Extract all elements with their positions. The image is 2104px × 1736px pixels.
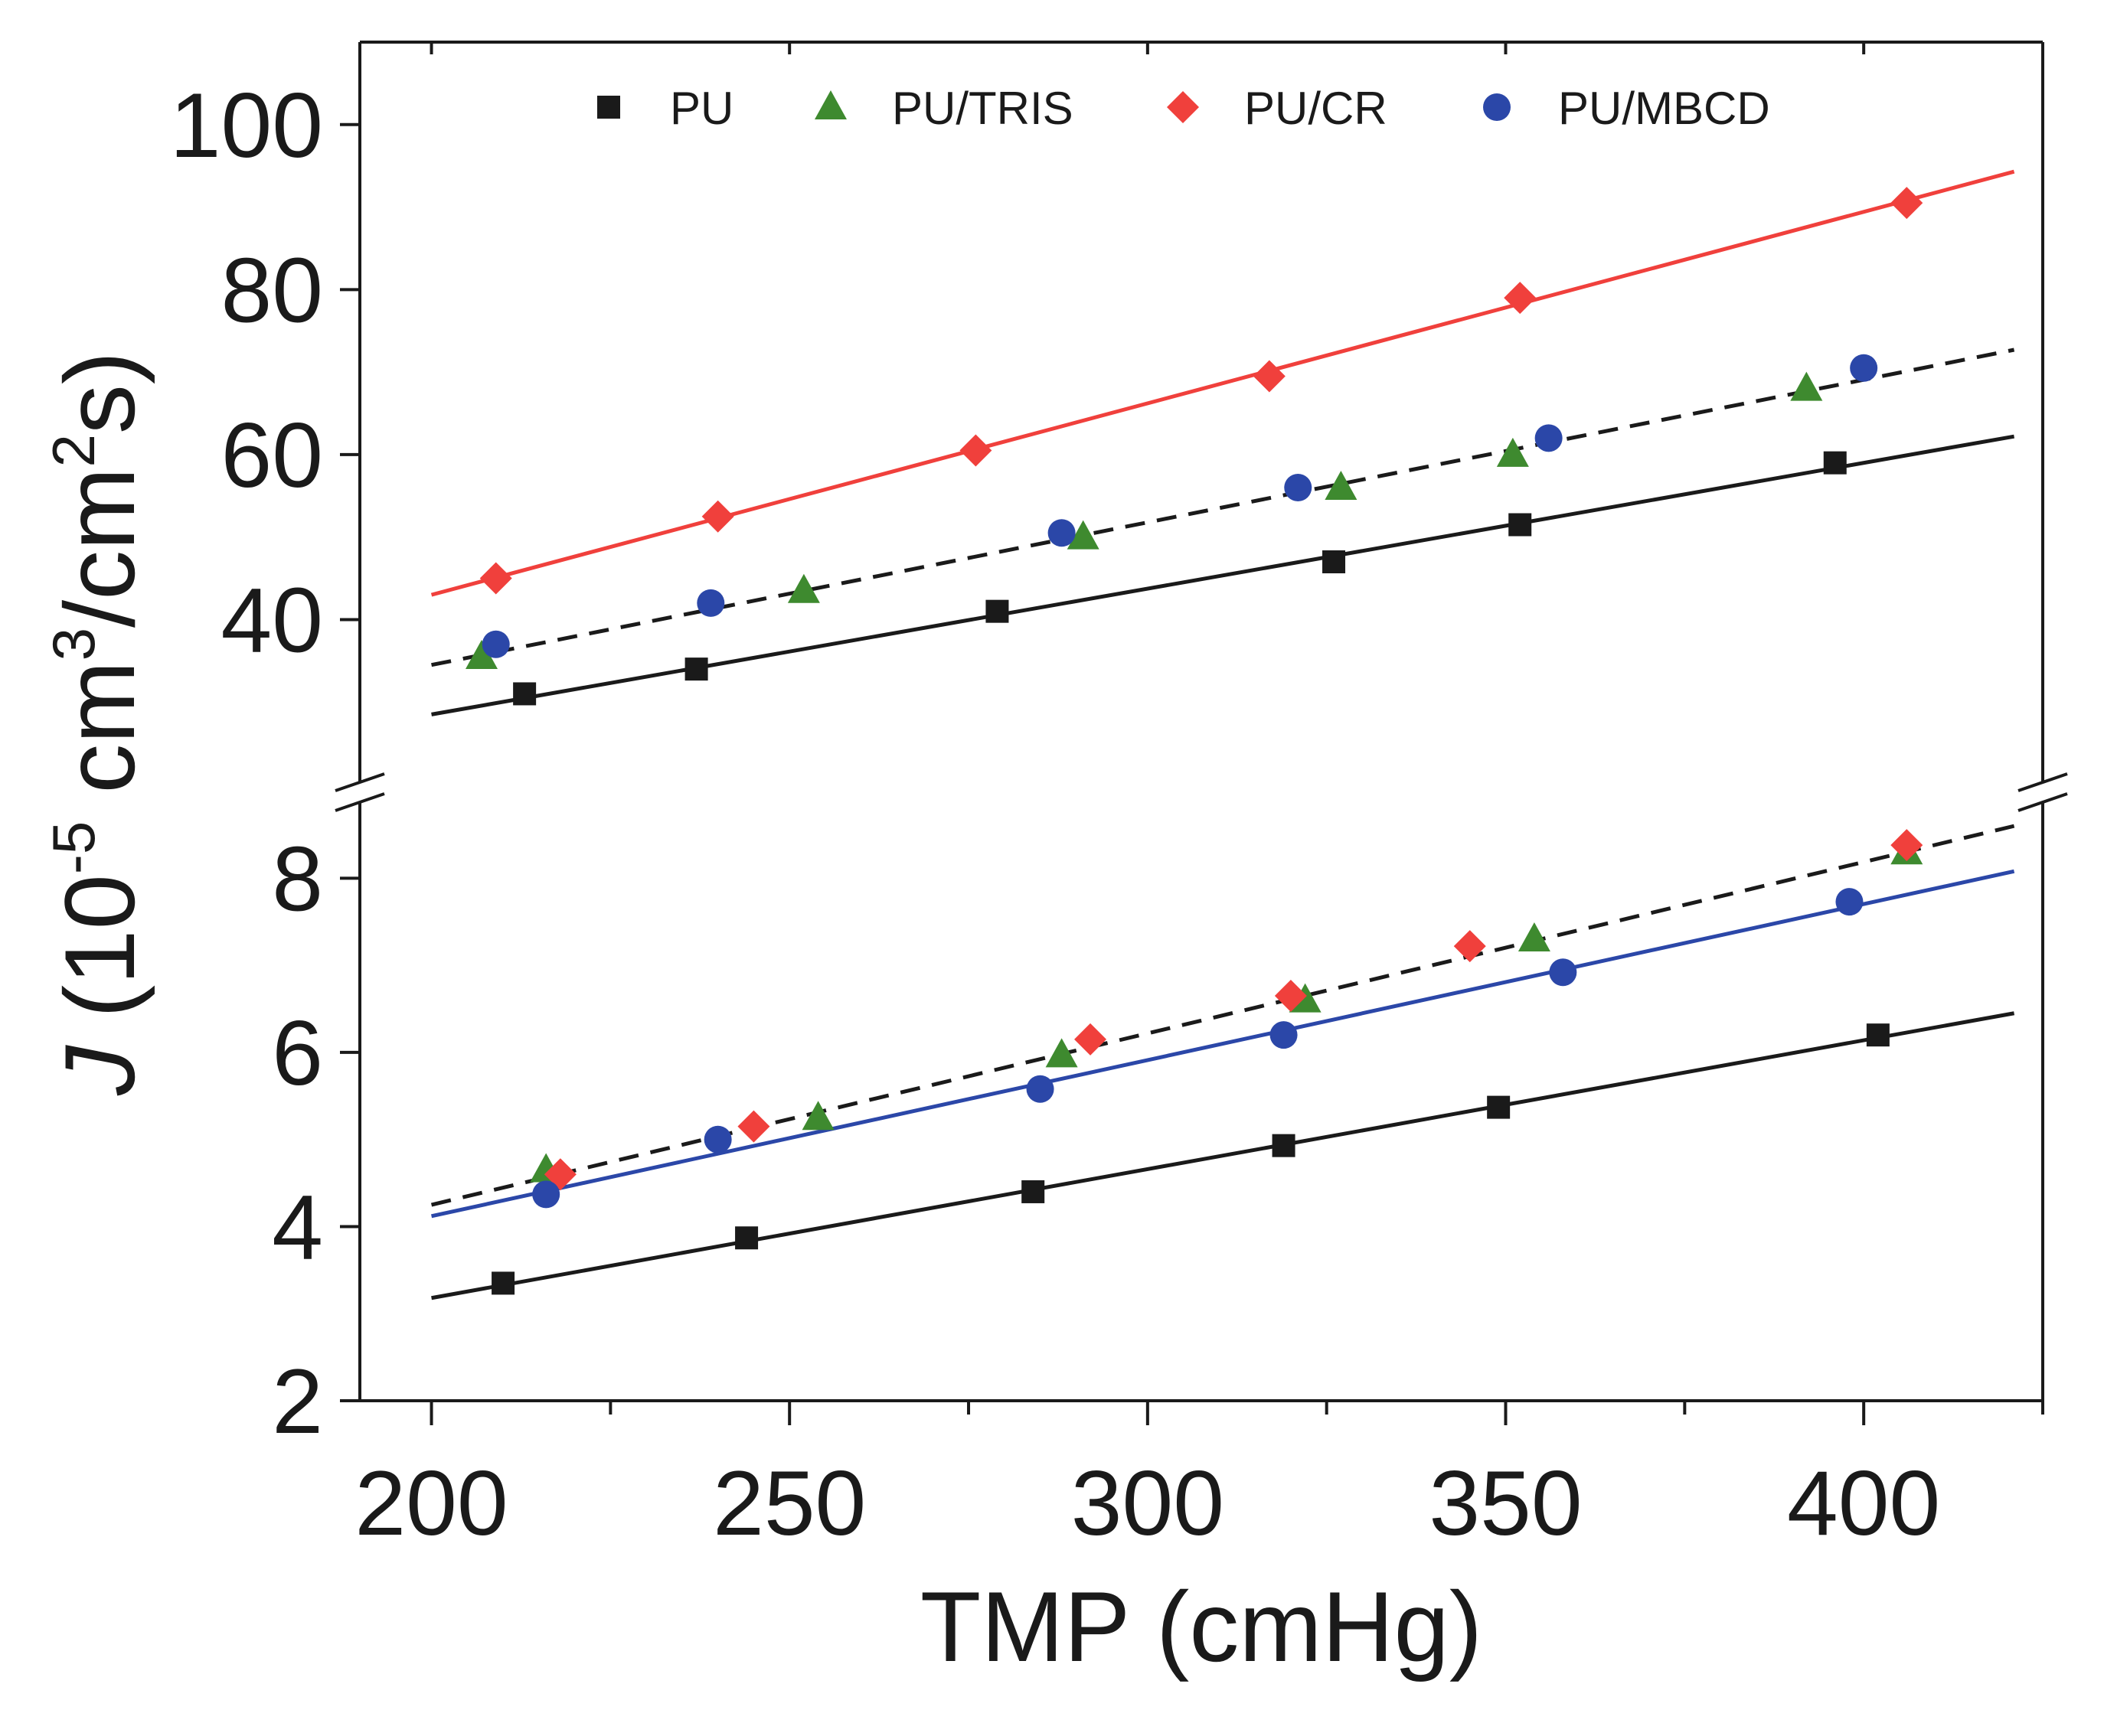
pu-upper-point: [1508, 513, 1532, 537]
pu-upper-point: [684, 658, 708, 681]
pu-tris-lower-point: [1045, 1038, 1078, 1068]
fit-line: [430, 169, 2015, 597]
fit-lines: [430, 169, 2015, 1300]
pu-lower-point: [1021, 1180, 1045, 1203]
pu-mbcd-lower-point: [1026, 1075, 1054, 1103]
pu-cr-lower-point: [1274, 979, 1307, 1012]
y-tick-label: 4: [272, 1176, 323, 1278]
fit-line: [431, 348, 2015, 667]
left-axis-break-mark: [335, 792, 385, 812]
y-tick-label: 80: [221, 239, 323, 341]
pu-tris-upper-point: [466, 639, 498, 669]
y-axis-title-part: /cm: [44, 468, 155, 628]
pu-cr-lower-point: [1074, 1023, 1107, 1056]
pu-mbcd-lower-point: [1269, 1021, 1298, 1049]
fit-line: [431, 1011, 2015, 1300]
pu-mbcd-upper-point: [482, 630, 510, 658]
pu-tris-lower-point: [1518, 922, 1550, 952]
pu-cr-upper-point: [1253, 360, 1286, 393]
x-tick-label: 200: [354, 1452, 508, 1555]
pu-mbcd-upper-point: [1534, 424, 1563, 452]
pu-tris-upper-point: [787, 573, 820, 603]
fit-line: [430, 824, 2015, 1207]
legend: PU PU/TRIS PU/CR PU/MBCD: [597, 83, 1770, 134]
y-axis-symbol: J: [44, 1044, 155, 1096]
y-axis-title-part: s): [44, 351, 155, 434]
x-axis-title: TMP (cmHg): [920, 1571, 1482, 1682]
y-axis-title-part: (10: [44, 874, 155, 1046]
left-axis-break-mark: [335, 772, 385, 792]
plot-frame: [335, 41, 2068, 1402]
pu-tris-upper-point: [1790, 371, 1823, 401]
legend-marker-pu-cr: [1167, 91, 1199, 123]
legend-label-pu: PU: [670, 83, 733, 134]
y-axis-exponent: 3: [40, 628, 107, 661]
y-axis-exponent: 2: [40, 434, 107, 467]
y-tick-label: 2: [272, 1350, 323, 1453]
pu-mbcd-upper-point: [1284, 474, 1312, 501]
pu-upper-point: [985, 599, 1009, 623]
pu-cr-lower-point: [1453, 930, 1486, 963]
legend-label-pu-mbcd: PU/MBCD: [1558, 83, 1770, 134]
pu-mbcd-upper-point: [1047, 519, 1076, 547]
legend-label-pu-tris: PU/TRIS: [892, 83, 1073, 134]
pu-upper-point: [1823, 451, 1847, 475]
pu-mbcd-upper-point: [1850, 354, 1878, 382]
pu-cr-upper-point: [701, 500, 734, 533]
pu-upper-point: [513, 682, 537, 706]
pu-cr-lower-point: [737, 1110, 770, 1143]
y-axis-title-part: cm: [44, 661, 155, 821]
pu-cr-upper-point: [1890, 187, 1923, 220]
y-tick-label: 60: [221, 404, 323, 507]
x-tick-label: 300: [1071, 1452, 1224, 1555]
pu-mbcd-upper-point: [697, 589, 725, 617]
pu-tris-lower-point: [802, 1101, 835, 1131]
pu-tris-upper-point: [1325, 471, 1357, 500]
x-tick-label: 350: [1429, 1452, 1582, 1555]
pu-lower-point: [1487, 1095, 1511, 1119]
pu-lower-point: [1272, 1134, 1295, 1157]
pu-mbcd-lower-point: [1549, 958, 1577, 987]
pu-mbcd-lower-point: [704, 1125, 732, 1154]
legend-label-pu-cr: PU/CR: [1244, 83, 1387, 134]
legend-marker-pu-mbcd: [1483, 93, 1511, 121]
pu-lower-point: [492, 1271, 515, 1295]
y-tick-label: 40: [221, 569, 323, 671]
y-tick-label: 100: [170, 74, 323, 177]
pu-lower-point: [735, 1226, 759, 1250]
right-axis-break-mark: [2017, 772, 2068, 792]
legend-marker-pu: [597, 96, 620, 119]
pu-lower-point: [1866, 1023, 1890, 1047]
legend-marker-pu-tris: [815, 90, 847, 119]
y-tick-label: 8: [272, 827, 323, 930]
pu-mbcd-lower-point: [1835, 888, 1864, 916]
pu-upper-point: [1322, 550, 1346, 573]
pu-mbcd-lower-point: [532, 1180, 560, 1209]
y-tick-label: 6: [272, 1002, 323, 1105]
pu-cr-upper-point: [1504, 282, 1537, 315]
pu-tris-upper-point: [1067, 520, 1099, 550]
pu-tris-upper-point: [1496, 437, 1529, 467]
y-axis-title: J (10-5 cm3/cm2s): [40, 351, 155, 1096]
pu-cr-lower-point: [1890, 829, 1923, 862]
data-points: [466, 187, 1923, 1295]
right-axis-break-mark: [2017, 792, 2068, 812]
x-tick-label: 250: [713, 1452, 866, 1555]
pu-cr-upper-point: [959, 434, 992, 467]
x-tick-label: 400: [1787, 1452, 1940, 1555]
axis-ticks: 200 250 300 350 400 40 60 80 100 2 4 6 8: [170, 42, 2044, 1555]
y-axis-exponent: -5: [40, 821, 107, 874]
pu-cr-upper-point: [479, 562, 512, 595]
fit-line: [430, 869, 2015, 1219]
